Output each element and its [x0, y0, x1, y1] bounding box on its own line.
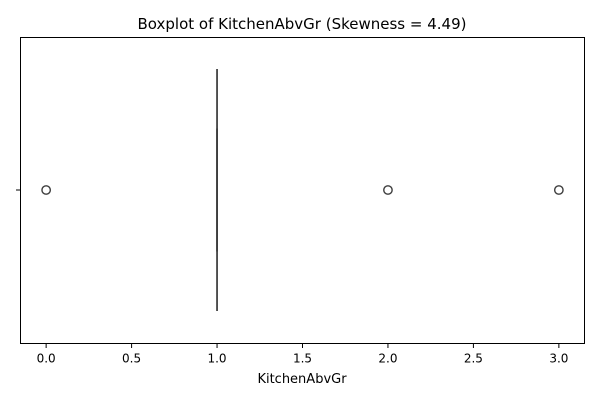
chart-title: Boxplot of KitchenAbvGr (Skewness = 4.49… — [138, 15, 467, 33]
x-tick-label: 1.5 — [293, 352, 312, 366]
x-tick-label: 0.5 — [122, 352, 141, 366]
x-tick-label: 3.0 — [549, 352, 568, 366]
x-axis-label: KitchenAbvGr — [257, 372, 347, 387]
x-axis-ticks: 0.0 0.5 1.0 1.5 2.0 2.5 3.0 — [37, 343, 568, 366]
x-tick-label: 2.0 — [378, 352, 397, 366]
outlier-point — [553, 185, 564, 195]
x-tick-label: 2.5 — [464, 352, 483, 366]
outlier-point — [383, 185, 393, 195]
outlier-group — [41, 185, 564, 195]
x-tick-label: 1.0 — [207, 352, 226, 366]
x-tick-label: 0.0 — [37, 352, 56, 366]
plot-frame — [20, 37, 585, 344]
outlier-point — [41, 185, 52, 195]
